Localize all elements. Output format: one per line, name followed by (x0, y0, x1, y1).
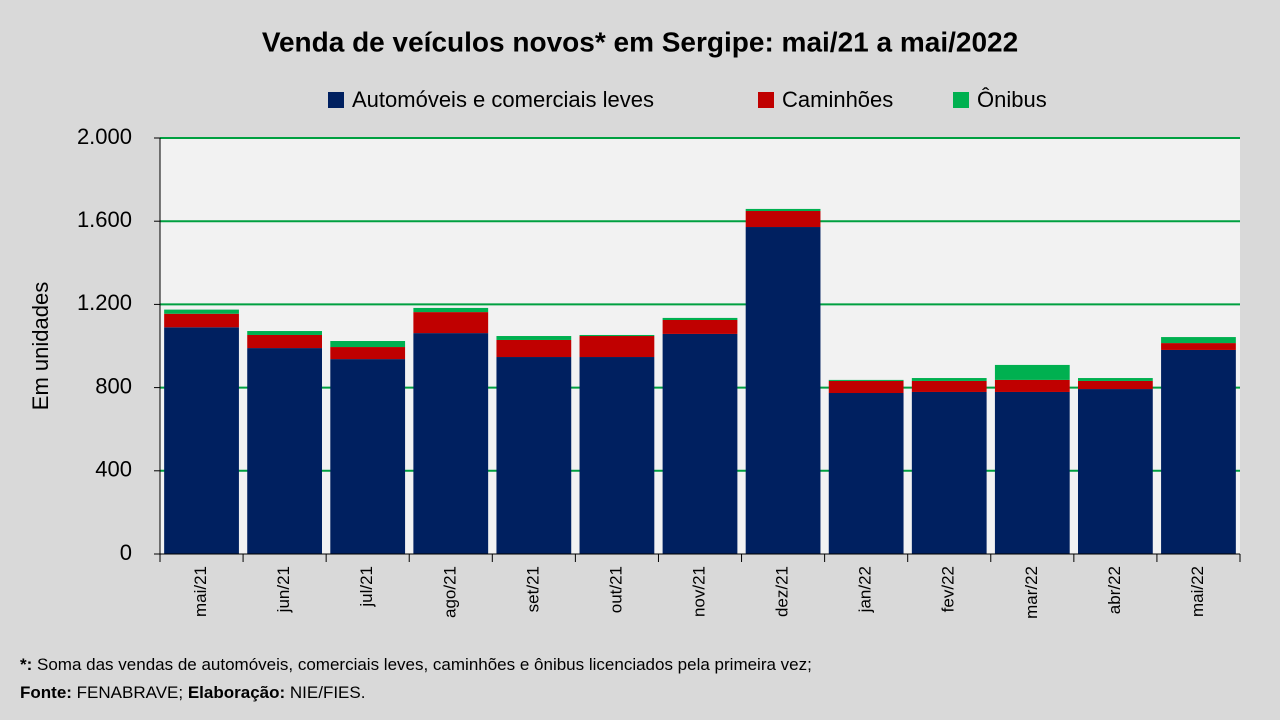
bar-segment (911, 391, 987, 554)
y-tick-label: 1.200 (77, 290, 132, 315)
legend-label: Caminhões (782, 87, 893, 112)
bar-segment (911, 378, 987, 381)
bar-segment (911, 380, 987, 392)
bar-segment (1161, 349, 1236, 554)
bar-segment (1078, 378, 1153, 381)
bar-segment (413, 307, 489, 313)
source-label: Fonte: (20, 683, 72, 702)
y-tick-label: 0 (120, 540, 132, 565)
bar-segment (1161, 343, 1236, 350)
bar-segment (330, 359, 406, 554)
footnote-marker: *: (20, 655, 32, 674)
bar-segment (164, 309, 239, 314)
x-tick-label: mai/22 (1188, 566, 1207, 617)
x-tick-label: fev/22 (939, 566, 958, 612)
bar-segment (247, 331, 322, 335)
legend-label: Ônibus (977, 87, 1047, 112)
y-tick-label: 800 (95, 373, 132, 398)
footnote-text: Soma das vendas de automóveis, comerciai… (37, 655, 812, 674)
x-tick-label: jul/21 (357, 566, 376, 608)
bar-segment (496, 336, 572, 340)
bar-segment (745, 208, 821, 212)
bar-segment (828, 393, 904, 554)
bar-segment (579, 334, 655, 337)
credit-label: Elaboração: (188, 683, 285, 702)
source: Fonte: FENABRAVE; Elaboração: NIE/FIES. (20, 683, 365, 702)
y-tick-label: 2.000 (77, 124, 132, 149)
bar-segment (247, 334, 322, 349)
bar-segment (745, 227, 821, 555)
x-tick-label: dez/21 (773, 566, 792, 617)
bar-segment (1161, 337, 1236, 344)
x-tick-label: abr/22 (1105, 566, 1124, 614)
bar-segment (662, 320, 738, 334)
bar-segment (1078, 389, 1153, 554)
bar-segment (579, 336, 655, 358)
footnote: *: Soma das vendas de automóveis, comerc… (20, 655, 812, 674)
bar-segment (330, 347, 406, 360)
bar-segment (662, 333, 738, 554)
bar-segment (994, 391, 1070, 554)
y-tick-label: 1.600 (77, 207, 132, 232)
bar-segment (164, 327, 239, 554)
x-tick-label: mar/22 (1022, 566, 1041, 619)
bar-segment (496, 339, 572, 358)
legend-label: Automóveis e comerciais leves (352, 87, 654, 112)
x-tick-label: mai/21 (191, 566, 210, 617)
legend-swatch (328, 92, 344, 108)
x-tick-label: jun/21 (274, 566, 293, 613)
bar-segment (828, 379, 904, 381)
bar-segment (662, 317, 738, 320)
x-tick-label: jan/22 (856, 566, 875, 613)
source-value: FENABRAVE; (77, 683, 183, 702)
credit-value: NIE/FIES. (290, 683, 366, 702)
legend-swatch (758, 92, 774, 108)
bar-segment (579, 357, 655, 554)
bar-segment (994, 379, 1070, 392)
legend-swatch (953, 92, 969, 108)
bar-segment (413, 312, 489, 334)
x-tick-label: nov/21 (689, 566, 708, 617)
bar-segment (164, 313, 239, 328)
bar-segment (1078, 380, 1153, 390)
x-tick-label: out/21 (606, 566, 625, 613)
bar-segment (413, 333, 489, 554)
bar-segment (828, 380, 904, 394)
y-axis-label: Em unidades (28, 282, 53, 410)
x-tick-label: ago/21 (440, 566, 459, 618)
y-tick-label: 400 (95, 457, 132, 482)
bar-segment (496, 357, 572, 554)
bar-segment (994, 364, 1070, 380)
chart-title: Venda de veículos novos* em Sergipe: mai… (262, 26, 1018, 57)
bar-segment (330, 341, 406, 348)
x-tick-label: set/21 (523, 566, 542, 612)
bar-segment (247, 348, 322, 554)
bar-segment (745, 211, 821, 228)
